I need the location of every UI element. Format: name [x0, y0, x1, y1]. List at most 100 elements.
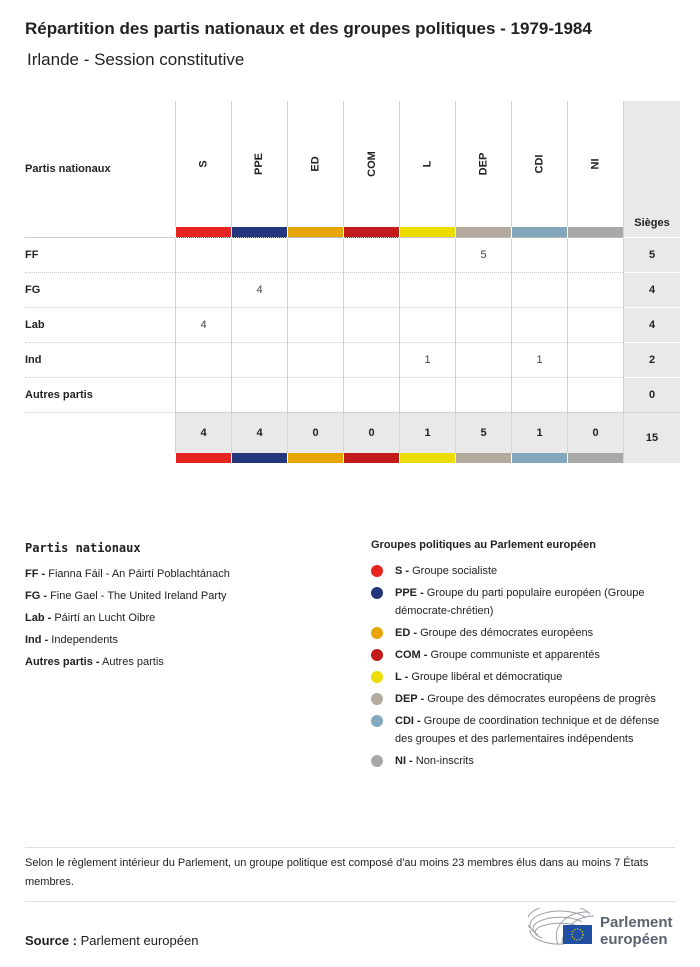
legend-code: NI -	[395, 755, 413, 767]
legend-code: FG -	[25, 590, 47, 602]
legend-code: Autres partis -	[25, 656, 100, 668]
seat-count	[343, 307, 400, 343]
group-header-ppe: PPE	[231, 101, 288, 227]
group-color-bar	[567, 227, 624, 238]
table-row: Ind 1 1 2	[25, 342, 680, 378]
group-total: 5	[455, 412, 512, 453]
legend-code: DEP -	[395, 693, 425, 705]
group-color-dot-icon	[371, 565, 383, 577]
group-color-bar	[511, 227, 568, 238]
legend-group-item: ED - Groupe des démocrates européens	[371, 624, 676, 642]
seat-count	[567, 342, 624, 378]
seat-count	[175, 272, 232, 308]
seats-header: Sièges	[623, 101, 680, 238]
color-bar-row	[25, 227, 680, 238]
table-row: Autres partis 0	[25, 377, 680, 413]
group-header-l: L	[399, 101, 456, 227]
group-total: 1	[399, 412, 456, 453]
group-code: PPE	[253, 152, 266, 176]
legend-group-item: NI - Non-inscrits	[371, 752, 676, 770]
legend-code: S -	[395, 565, 410, 577]
seat-count	[511, 307, 568, 343]
legend-name: Groupe socialiste	[412, 565, 498, 577]
seat-count	[231, 307, 288, 343]
row-total: 4	[623, 307, 680, 343]
seat-count	[343, 272, 400, 308]
party-label: Lab	[25, 307, 176, 343]
seat-count	[567, 307, 624, 343]
legend-code: Lab -	[25, 612, 52, 624]
group-total: 4	[231, 412, 288, 453]
group-total: 0	[343, 412, 400, 453]
table-row: Lab 4 4	[25, 307, 680, 343]
totals-spacer	[25, 412, 176, 453]
legend-party-item: FG - Fine Gael - The United Ireland Part…	[25, 585, 230, 607]
legend-code: L -	[395, 671, 409, 683]
legend-groups: Groupes politiques au Parlement européen…	[371, 536, 676, 774]
group-color-bar	[287, 227, 344, 238]
seat-count	[287, 377, 344, 413]
legend-parties: Partis nationaux FF - Fianna Fáil - An P…	[25, 537, 230, 673]
group-code: L	[421, 160, 434, 168]
row-total: 0	[623, 377, 680, 413]
table-row: FF 5 5	[25, 237, 680, 273]
source-value: Parlement européen	[80, 933, 199, 948]
legend-group-item: DEP - Groupe des démocrates européens de…	[371, 690, 676, 708]
legend-name: Groupe des démocrates européens	[420, 627, 594, 639]
legend-name: Groupe du parti populaire européen (Grou…	[395, 587, 645, 617]
legend-party-item: Ind - Independents	[25, 629, 230, 651]
legend-name: Independents	[51, 634, 118, 646]
group-color-bar	[399, 227, 456, 238]
group-color-dot-icon	[371, 587, 383, 599]
corner-label: Partis nationaux	[25, 162, 111, 175]
party-label: Ind	[25, 342, 176, 378]
party-label: Autres partis	[25, 377, 176, 413]
legend-name: Groupe des démocrates européens de progr…	[427, 693, 656, 705]
totals-row: 4 4 0 0 1 5 1 0 15	[25, 412, 680, 463]
legend-name: Fianna Fáil - An Páirtí Poblachtánach	[48, 568, 230, 580]
legend-name: Non-inscrits	[415, 755, 474, 767]
legend-name: Fine Gael - The United Ireland Party	[50, 590, 227, 602]
group-header-com: COM	[343, 101, 400, 227]
legend-group-item: S - Groupe socialiste	[371, 562, 676, 580]
seat-count	[455, 342, 512, 378]
row-total: 4	[623, 272, 680, 308]
seat-count	[175, 342, 232, 378]
legend-group-item: CDI - Groupe de coordination technique e…	[371, 712, 676, 748]
group-color-dot-icon	[371, 671, 383, 683]
legend-groups-heading: Groupes politiques au Parlement européen	[371, 539, 596, 551]
seat-count: 1	[511, 342, 568, 378]
group-code: S	[197, 160, 210, 168]
group-color-bar	[287, 453, 344, 463]
legend-code: ED -	[395, 627, 417, 639]
legend-name: Páirtí an Lucht Oibre	[54, 612, 156, 624]
seat-count	[231, 342, 288, 378]
group-total: 0	[567, 412, 624, 453]
group-color-bar	[175, 227, 232, 238]
footnote: Selon le règlement intérieur du Parlemen…	[25, 847, 675, 902]
source: Source : Parlement européen	[25, 933, 198, 948]
row-total: 5	[623, 237, 680, 273]
seat-count: 4	[175, 307, 232, 343]
seat-count: 4	[231, 272, 288, 308]
group-total: 1	[511, 412, 568, 453]
legend-name: Groupe communiste et apparentés	[430, 649, 600, 661]
group-color-dot-icon	[371, 755, 383, 767]
seat-count	[399, 377, 456, 413]
group-color-bar	[455, 227, 512, 238]
group-header-cdi: CDI	[511, 101, 568, 227]
group-total: 4	[175, 412, 232, 453]
seat-count	[175, 237, 232, 273]
seat-count: 5	[455, 237, 512, 273]
group-color-dot-icon	[371, 693, 383, 705]
legend-group-item: COM - Groupe communiste et apparentés	[371, 646, 676, 664]
legend-party-item: Lab - Páirtí an Lucht Oibre	[25, 607, 230, 629]
seat-count	[511, 377, 568, 413]
group-header-s: S	[175, 101, 232, 227]
seat-count	[287, 307, 344, 343]
group-color-bar	[567, 453, 624, 463]
seat-count	[343, 342, 400, 378]
group-header-dep: DEP	[455, 101, 512, 227]
group-code: COM	[365, 151, 378, 177]
